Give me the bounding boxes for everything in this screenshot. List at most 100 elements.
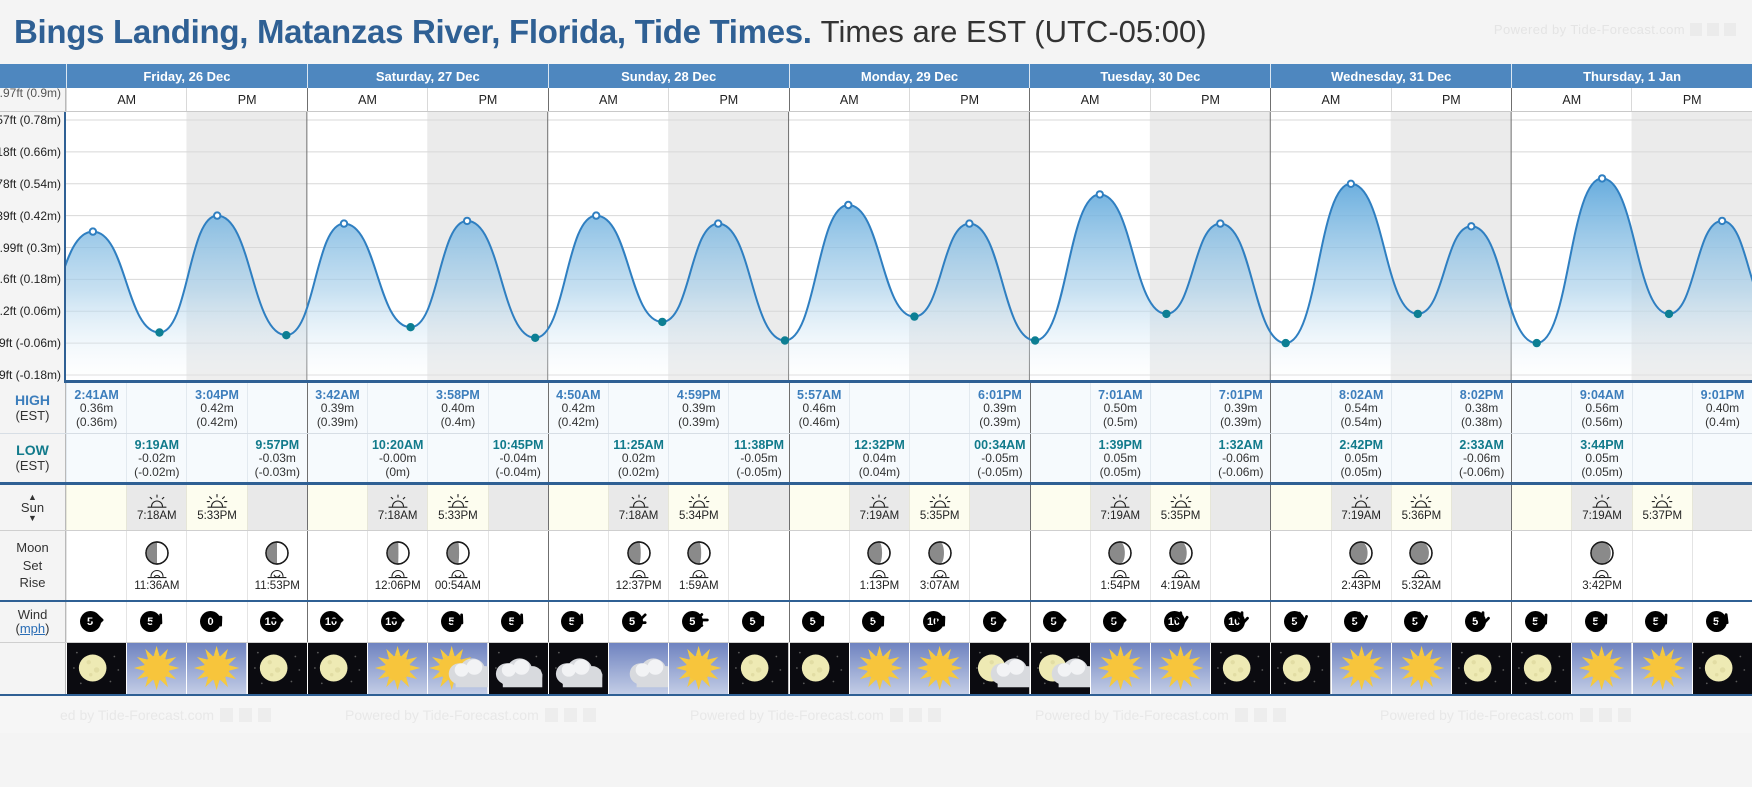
tide-low-marker	[1281, 338, 1290, 348]
footer-watermark-icon	[1253, 708, 1267, 722]
day-header-cell[interactable]: Sunday, 28 Dec	[547, 64, 789, 88]
low-tide-time: 12:32PM	[854, 437, 905, 452]
footer-watermark-text: Powered by Tide-Forecast.com	[690, 707, 884, 723]
sunrise-time: 7:19AM	[1100, 509, 1141, 522]
high-tide-time: 9:01PM	[1700, 387, 1745, 402]
wind-indicator: 5	[742, 610, 776, 634]
high-tide-height-alt: (0.39m)	[1220, 414, 1262, 429]
low-tide-height-alt: (0.05m)	[1581, 464, 1623, 479]
footer-watermark-icon	[1598, 708, 1612, 722]
moon-phase-icon	[1590, 540, 1614, 565]
low-tide-height-alt: (0.05m)	[1340, 464, 1382, 479]
sunrise-icon	[1351, 493, 1371, 508]
high-tide-cell	[1149, 383, 1211, 433]
day-header-cell[interactable]: Tuesday, 30 Dec	[1029, 64, 1270, 88]
high-tide-time: 7:01PM	[1218, 387, 1263, 402]
moon-cell	[1270, 531, 1331, 600]
tide-low-marker	[658, 317, 667, 327]
low-tide-height-alt: (-0.05m)	[736, 464, 782, 479]
moon-cell: 1:13PM	[848, 531, 910, 600]
sunrise-icon	[147, 493, 167, 508]
high-unit: (EST)	[15, 407, 50, 423]
weather-cell	[1390, 643, 1452, 694]
wind-label: Wind	[17, 606, 48, 622]
wind-direction-arrow-icon	[813, 615, 825, 627]
wind-direction-arrow-icon	[1475, 611, 1490, 626]
sunset-time: 5:33PM	[438, 509, 478, 522]
clear-night-icon	[67, 643, 127, 694]
moon-cell	[306, 531, 368, 600]
axis-spacer-ampm	[0, 88, 66, 111]
low-tide-height: 0.02m	[621, 450, 656, 465]
low-tide-cell: 3:44PM 0.05m (0.05m)	[1571, 434, 1632, 482]
wind-direction-arrow-icon	[1596, 613, 1608, 625]
low-tide-height: 0.04m	[862, 450, 897, 465]
moonset-time: 1:54PM	[1100, 579, 1141, 592]
sun-axis-label: ▲ Sun ▼	[0, 485, 66, 530]
day-header-cell[interactable]: Friday, 26 Dec	[66, 64, 307, 88]
wind-cell: 10	[246, 602, 307, 642]
sun-cell	[1029, 485, 1090, 530]
chart-y-tick-label: 2.57ft (0.78m)	[0, 113, 61, 127]
wind-cell: 5	[126, 602, 187, 642]
moon-cell	[1511, 531, 1572, 600]
wind-cell: 5	[547, 602, 608, 642]
wind-indicator: 5	[1585, 610, 1619, 634]
wind-direction-arrow-icon	[1234, 611, 1249, 626]
low-tide-cell: 11:38PM -0.05m (-0.05m)	[728, 434, 789, 482]
moon-set-label: Set	[22, 557, 43, 573]
weather-cell	[1691, 643, 1752, 694]
watermark-icon-2	[1707, 23, 1719, 36]
ampm-header-cell: PM	[186, 88, 306, 111]
wind-indicator: 5	[1283, 610, 1318, 634]
moon-phase-icon	[1168, 540, 1193, 565]
watermark-icon-3	[1724, 23, 1736, 36]
sunrise-icon	[1110, 493, 1130, 508]
footer-watermark: ed by Tide-Forecast.com	[60, 707, 272, 723]
low-unit: (EST)	[15, 457, 50, 473]
sunrise-time: 7:19AM	[1582, 509, 1622, 522]
low-tide-cell: 2:42PM 0.05m (0.05m)	[1330, 434, 1391, 482]
moonrise-time: 4:19AM	[1160, 579, 1201, 592]
day-header-cell[interactable]: Wednesday, 31 Dec	[1270, 64, 1511, 88]
tide-high-marker	[1467, 222, 1476, 231]
sun-cell: 7:19AM	[1330, 485, 1391, 530]
ampm-header-cell: AM	[1270, 88, 1390, 111]
wind-cell: 5	[728, 602, 789, 642]
high-tide-time: 3:04PM	[195, 387, 239, 402]
low-tide-cell	[1631, 434, 1692, 482]
moonset-time: 2:43PM	[1341, 579, 1382, 592]
tide-chart	[66, 112, 1752, 383]
high-tide-height: 0.56m	[1585, 400, 1619, 415]
sunny-icon	[368, 643, 428, 694]
low-tide-time: 10:45PM	[492, 437, 544, 452]
wind-unit-link[interactable]: mph	[19, 621, 46, 636]
weather-cell	[1511, 643, 1572, 694]
low-tide-time: 9:19AM	[134, 437, 180, 452]
high-tide-height: 0.40m	[441, 400, 475, 415]
page-header: Bings Landing, Matanzas River, Florida, …	[0, 0, 1752, 64]
moon-cell: 3:42PM	[1571, 531, 1632, 600]
sunny-icon	[1090, 643, 1150, 694]
sun-cell	[788, 485, 849, 530]
ampm-header-cell: AM	[66, 88, 186, 111]
wind-cell: 5	[668, 602, 729, 642]
tide-low-marker	[910, 312, 919, 321]
low-tide-cell: 9:19AM -0.02m (-0.02m)	[126, 434, 187, 482]
chart-y-tick-label: 2.18ft (0.66m)	[0, 144, 61, 159]
high-tide-height: 0.46m	[802, 400, 836, 415]
sun-down-arrow-icon: ▼	[28, 513, 37, 523]
ampm-header-row: AM PM AM PM AM PM AM PM AM PM AM PM AM PM	[0, 88, 1752, 112]
day-header-cell[interactable]: Thursday, 1 Jan	[1511, 64, 1752, 88]
sun-label: Sun	[20, 500, 45, 515]
day-header-cell[interactable]: Monday, 29 Dec	[788, 64, 1030, 88]
day-header-cell[interactable]: Saturday, 27 Dec	[306, 64, 548, 88]
chart-y-axis: 2.57ft (0.78m) 2.18ft (0.66m) 1.78ft (0.54…	[0, 86, 66, 383]
tide-low-marker	[1413, 309, 1423, 319]
tide-high-marker	[844, 200, 853, 210]
sun-cell	[66, 485, 127, 530]
low-tide-height-alt: (0.05m)	[1099, 464, 1141, 479]
high-tide-cell	[848, 383, 910, 433]
weather-cell	[607, 643, 669, 694]
wind-indicator: 10	[320, 610, 354, 634]
